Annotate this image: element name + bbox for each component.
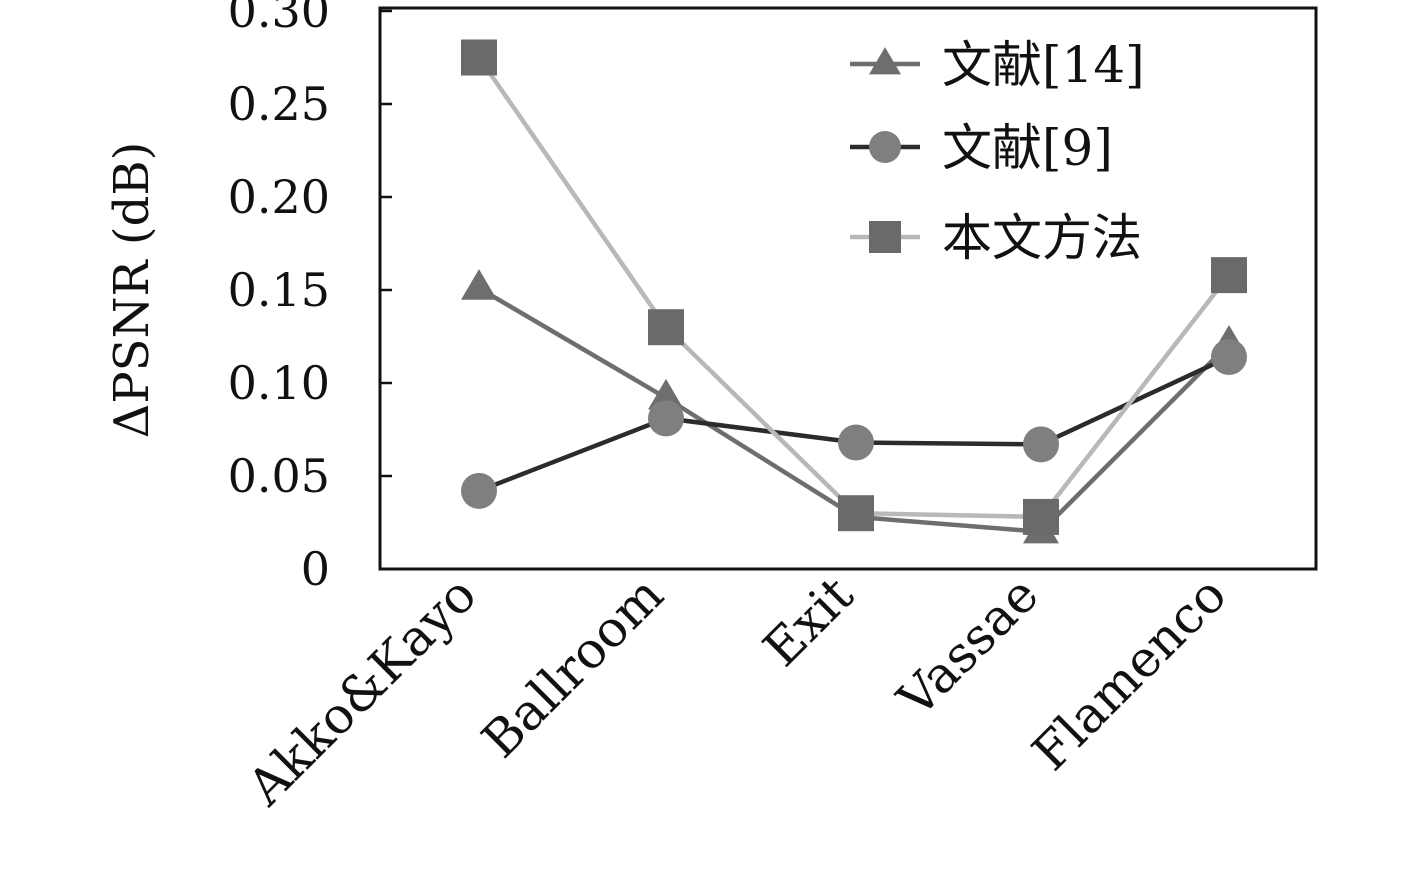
circle-marker — [1211, 338, 1247, 375]
square-marker — [838, 495, 874, 532]
legend: 文献[14] 文献[9] 本文方法 — [850, 36, 1145, 267]
y-tick-label: 0.20 — [228, 170, 330, 224]
x-tick-label: Ballroom — [471, 565, 675, 769]
y-tick-label: 0.10 — [228, 356, 330, 410]
series-line — [478, 354, 1230, 493]
x-tick-label: Vassae — [886, 565, 1049, 728]
triangle-marker — [461, 269, 497, 300]
y-tick-label: 0 — [301, 542, 330, 596]
triangle-marker — [648, 378, 684, 410]
series-lines — [477, 56, 1231, 535]
y-tick-label: 0.05 — [228, 449, 330, 503]
square-marker — [1023, 498, 1059, 535]
square-marker — [461, 39, 497, 76]
circle-marker — [461, 472, 497, 509]
y-tick-label: 0.15 — [228, 263, 330, 317]
series-markers — [461, 39, 1247, 544]
square-marker — [648, 309, 684, 346]
x-tick-label: Exit — [752, 565, 864, 677]
legend-label: 文献[14] — [942, 36, 1145, 94]
x-tick-label: Akko&Kayo — [236, 565, 488, 817]
circle-marker — [648, 400, 684, 437]
legend-label: 文献[9] — [942, 119, 1113, 177]
square-marker — [1211, 257, 1247, 294]
y-tick-label: 0.30 — [228, 0, 330, 38]
y-axis-label: ΔPSNR (dB) — [104, 142, 160, 439]
legend-label: 本文方法 — [942, 209, 1142, 267]
y-axis: 0 0.05 0.10 0.15 0.20 0.25 0.30 — [228, 0, 392, 596]
circle-marker — [869, 131, 901, 163]
square-marker — [869, 221, 901, 253]
circle-marker — [1023, 426, 1059, 463]
y-tick-label: 0.25 — [228, 77, 330, 131]
triangle-marker — [869, 47, 901, 75]
plot-frame — [378, 6, 1318, 571]
circle-marker — [838, 424, 874, 461]
x-tick-label: Flamenco — [1021, 565, 1237, 781]
